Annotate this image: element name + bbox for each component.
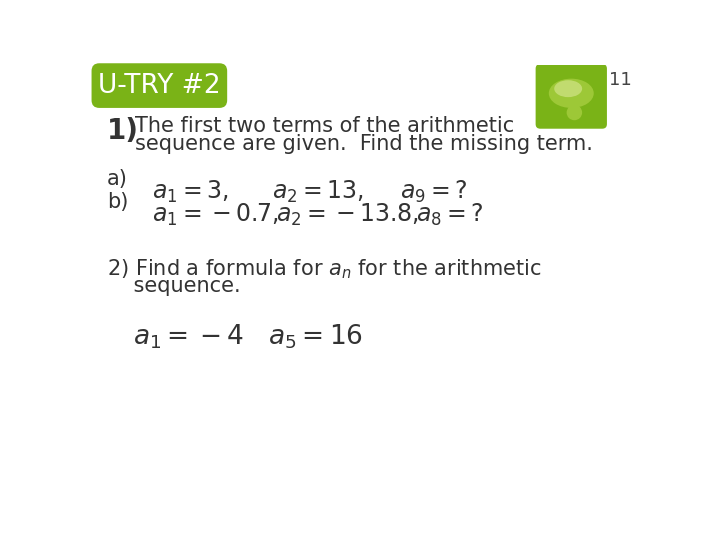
Text: $a_2 = 13,$: $a_2 = 13,$ xyxy=(272,179,364,205)
Text: b): b) xyxy=(107,192,128,212)
Text: $a_1 = -0.7,$: $a_1 = -0.7,$ xyxy=(152,202,279,228)
Circle shape xyxy=(567,105,582,120)
Text: $a_2 = -13.8,$: $a_2 = -13.8,$ xyxy=(276,202,419,228)
FancyBboxPatch shape xyxy=(91,63,228,108)
Ellipse shape xyxy=(549,79,594,108)
Text: 1): 1) xyxy=(107,117,139,145)
Text: 11: 11 xyxy=(609,71,632,89)
Text: $a_5 = 16$: $a_5 = 16$ xyxy=(269,323,363,351)
Text: U-TRY #2: U-TRY #2 xyxy=(98,72,220,99)
Text: a): a) xyxy=(107,168,128,189)
Text: $a_1 = 3,$: $a_1 = 3,$ xyxy=(152,179,229,205)
Text: The first two terms of the arithmetic: The first two terms of the arithmetic xyxy=(135,117,514,137)
Ellipse shape xyxy=(554,80,582,97)
Text: $a_9 = ?$: $a_9 = ?$ xyxy=(400,179,467,205)
Text: $a_8 = ?$: $a_8 = ?$ xyxy=(415,202,483,228)
Text: sequence are given.  Find the missing term.: sequence are given. Find the missing ter… xyxy=(135,134,593,154)
Text: 2) Find a formula for $a_n$ for the arithmetic: 2) Find a formula for $a_n$ for the arit… xyxy=(107,257,541,281)
FancyBboxPatch shape xyxy=(536,64,607,129)
Text: $a_1 = -4$: $a_1 = -4$ xyxy=(132,323,243,351)
Text: sequence.: sequence. xyxy=(107,276,240,296)
